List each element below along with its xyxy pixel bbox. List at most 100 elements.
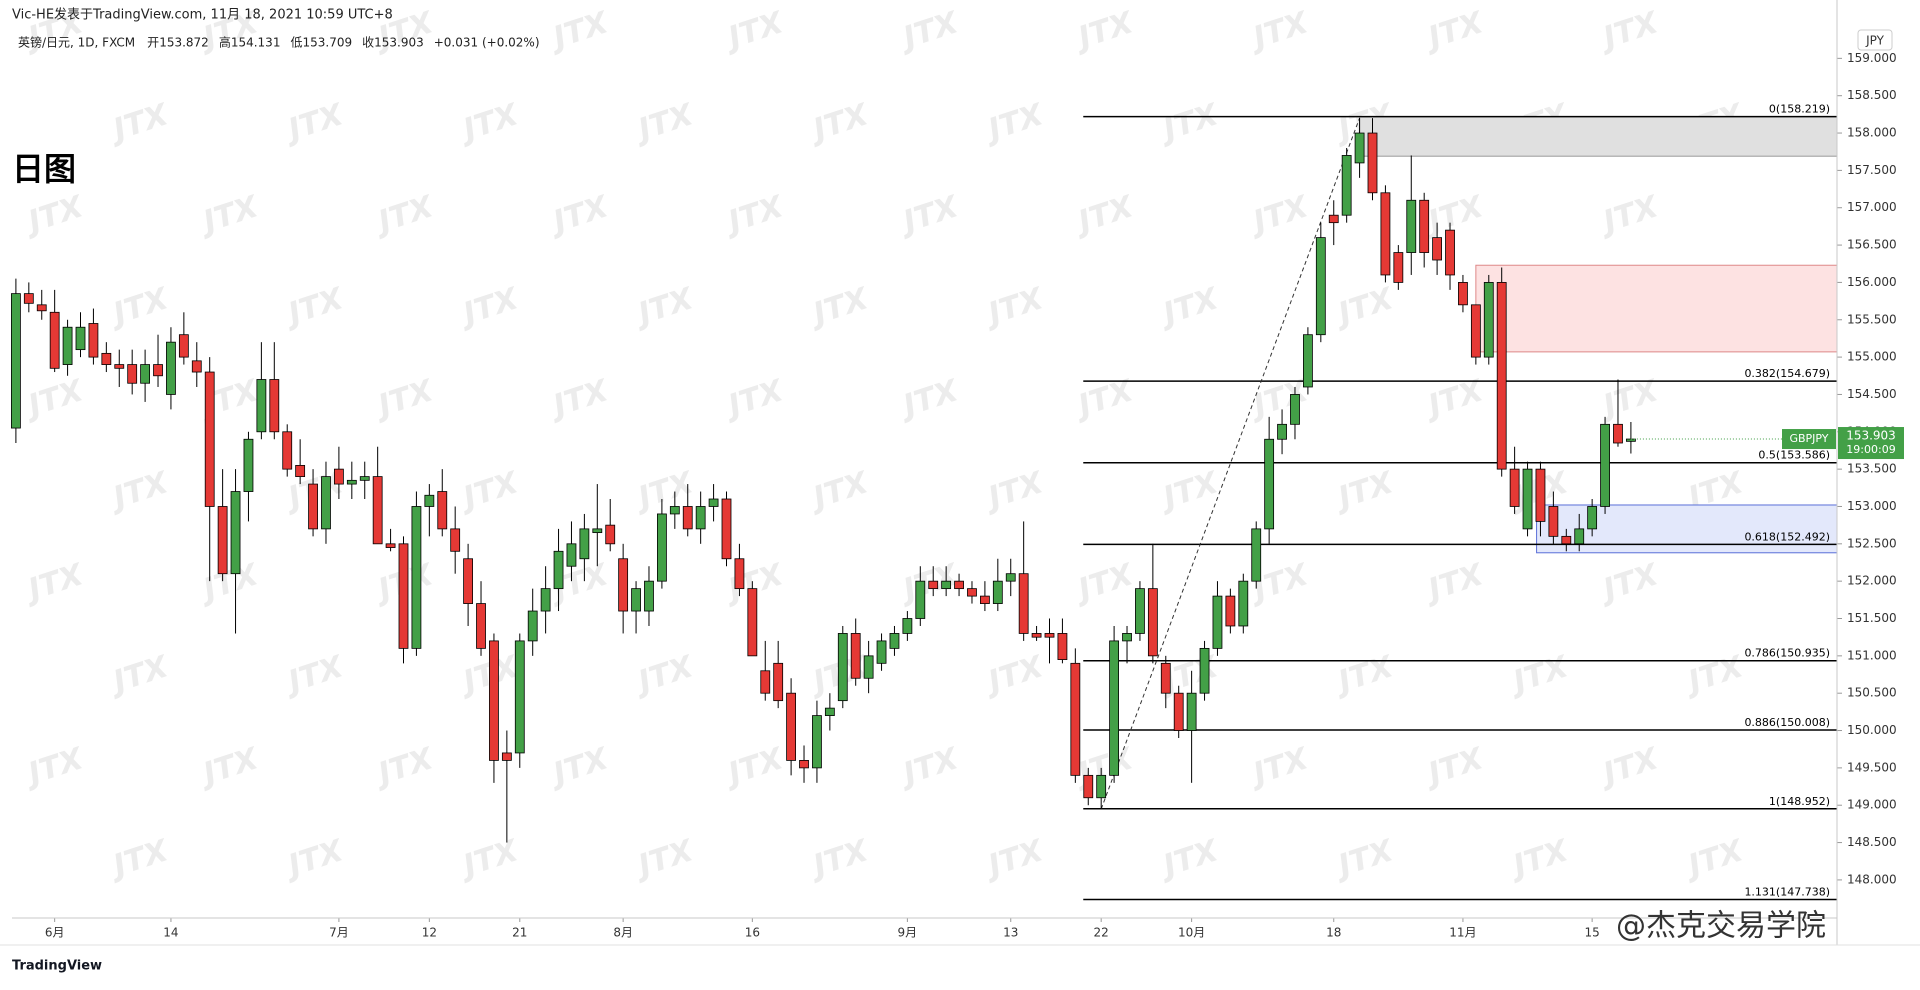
candle-body	[1328, 214, 1339, 224]
candle-body	[437, 491, 448, 530]
x-tick-label: 18	[1326, 926, 1341, 940]
x-tick-label: 6月	[45, 926, 65, 940]
candle-body	[1225, 595, 1236, 627]
candle-body	[540, 588, 551, 612]
candle-body	[191, 360, 202, 373]
candle-body	[385, 543, 396, 548]
currency-box	[1857, 29, 1893, 51]
candle-body	[346, 479, 357, 485]
candle-body	[799, 760, 809, 769]
symbol: 英镑/日元, 1D, FXCM	[18, 35, 135, 50]
candle-body	[424, 494, 435, 507]
candle-body	[1458, 282, 1468, 306]
plot: 148.000148.500149.000149.500150.000150.5…	[10, 51, 1904, 940]
candle-body	[1535, 468, 1546, 522]
candle-body	[1354, 132, 1365, 164]
candle-body	[1070, 662, 1081, 776]
candle-body	[1005, 573, 1016, 582]
candle-body	[463, 558, 474, 604]
ohlc-label: 高	[219, 35, 231, 50]
badge-symbol-bg	[1782, 429, 1836, 450]
candle-body	[1600, 423, 1610, 507]
candle-body	[1277, 423, 1287, 440]
candle-body	[527, 610, 538, 642]
candle-body	[1522, 468, 1533, 530]
candle-body	[631, 588, 641, 612]
x-tick-label: 7月	[329, 926, 349, 940]
candle-body	[644, 580, 654, 612]
candle-body	[1367, 132, 1378, 194]
candle-body	[217, 506, 228, 575]
fib-label: 0.618(152.492)	[1744, 530, 1830, 543]
candle-body	[967, 588, 977, 597]
y-tick-label: 152.000	[1847, 574, 1897, 588]
candle-body	[553, 550, 564, 590]
fib-label: 0(158.219)	[1769, 103, 1830, 116]
y-tick-label: 156.000	[1847, 275, 1897, 289]
candle-body	[1509, 468, 1520, 507]
candle-body	[992, 580, 1003, 604]
x-tick-label: 8月	[613, 926, 633, 940]
y-tick-label: 157.500	[1847, 163, 1897, 177]
candle-body	[256, 379, 267, 433]
candle-body	[1406, 199, 1417, 253]
candle-body	[1587, 506, 1598, 530]
candle-body	[36, 304, 47, 312]
x-tick-label: 13	[1003, 926, 1018, 940]
candle-body	[75, 326, 86, 351]
candle-body	[850, 633, 861, 679]
candle-body	[1470, 304, 1481, 358]
candle-body	[450, 528, 461, 552]
candle-body	[1135, 588, 1145, 634]
y-tick-label: 149.500	[1847, 760, 1897, 774]
credit: @杰克交易学院	[1616, 909, 1826, 944]
candle-body	[308, 483, 318, 530]
candle-body	[1613, 423, 1623, 444]
candle-body	[501, 752, 512, 761]
zone	[1359, 116, 1838, 157]
candle-body	[1561, 535, 1572, 545]
candle-body	[1341, 155, 1352, 216]
ohlc-label: 低	[290, 36, 302, 50]
candle-body	[49, 311, 60, 369]
ohlc-value: 153.872	[159, 36, 209, 50]
candle-body	[204, 371, 215, 507]
x-tick-label: 16	[745, 926, 760, 940]
candle-body	[372, 476, 383, 545]
ohlc-value: 153.903	[374, 36, 424, 50]
candle-body	[786, 692, 796, 761]
y-tick-label: 150.500	[1847, 686, 1897, 700]
candle-body	[321, 476, 331, 530]
badge-countdown: 19:00:09	[1846, 443, 1895, 456]
candle-body	[579, 528, 590, 560]
change: +0.031 (+0.02%)	[434, 36, 540, 50]
y-tick-label: 158.000	[1847, 126, 1897, 140]
badge-price: 153.903	[1846, 429, 1896, 443]
candle-body	[1419, 199, 1430, 253]
candle-body	[669, 506, 680, 515]
candle-body	[941, 580, 952, 590]
candle-body	[1380, 192, 1391, 276]
candle-body	[476, 603, 486, 649]
y-tick-label: 157.000	[1847, 200, 1897, 214]
y-tick-label: 150.000	[1847, 723, 1897, 737]
candle-body	[695, 506, 706, 530]
badge-symbol: GBPJPY	[1789, 432, 1828, 445]
y-tick-label: 148.500	[1847, 835, 1897, 849]
publisher: Vic-HE发表于TradingView.com, 11月 18, 2021 1…	[12, 7, 393, 23]
candle-body	[411, 506, 422, 649]
candle-body	[954, 580, 964, 590]
candle-body	[230, 491, 241, 575]
candle-body	[127, 364, 138, 384]
currency: JPY	[1865, 34, 1885, 48]
y-tick-label: 155.000	[1847, 350, 1897, 364]
candle-body	[1445, 229, 1455, 276]
candle-body	[863, 655, 874, 679]
x-tick-label: 9月	[898, 926, 918, 940]
candle-body	[398, 543, 409, 649]
candle-body	[657, 513, 667, 582]
fib-label: 0.382(154.679)	[1744, 367, 1830, 380]
y-tick-label: 152.500	[1847, 536, 1897, 550]
candle-body	[1548, 506, 1559, 537]
